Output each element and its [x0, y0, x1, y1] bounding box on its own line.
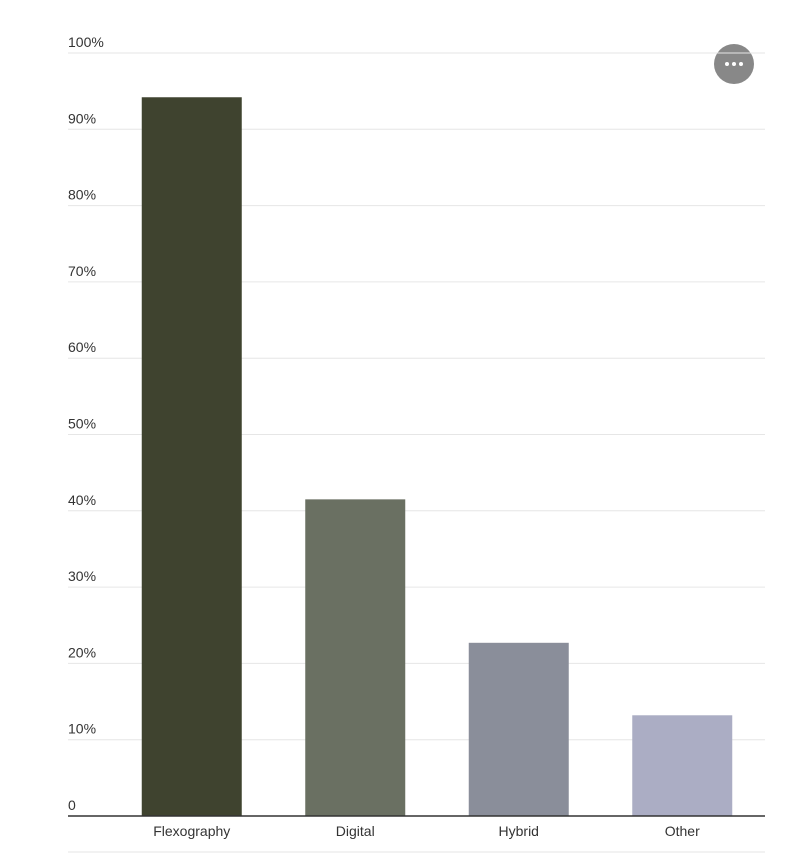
y-tick-label: 100%: [68, 34, 104, 50]
y-tick-label: 40%: [68, 492, 96, 508]
menu-dot: [739, 62, 743, 66]
y-tick-label: 0: [68, 797, 76, 813]
x-tick-label: Flexography: [153, 823, 230, 839]
menu-dot: [725, 62, 729, 66]
bar: [468, 642, 569, 816]
menu-dot: [732, 62, 736, 66]
bar: [141, 97, 242, 816]
y-tick-label: 70%: [68, 263, 96, 279]
y-tick-label: 90%: [68, 110, 96, 126]
y-tick-label: 30%: [68, 568, 96, 584]
menu-button[interactable]: [714, 44, 754, 84]
x-tick-label: Hybrid: [499, 823, 539, 839]
bar: [305, 499, 406, 816]
x-tick-label: Digital: [336, 823, 375, 839]
y-tick-label: 10%: [68, 721, 96, 737]
y-tick-label: 20%: [68, 644, 96, 660]
y-tick-label: 50%: [68, 416, 96, 432]
y-tick-label: 80%: [68, 187, 96, 203]
x-tick-label: Other: [665, 823, 700, 839]
bar: [632, 715, 733, 816]
y-tick-label: 60%: [68, 339, 96, 355]
